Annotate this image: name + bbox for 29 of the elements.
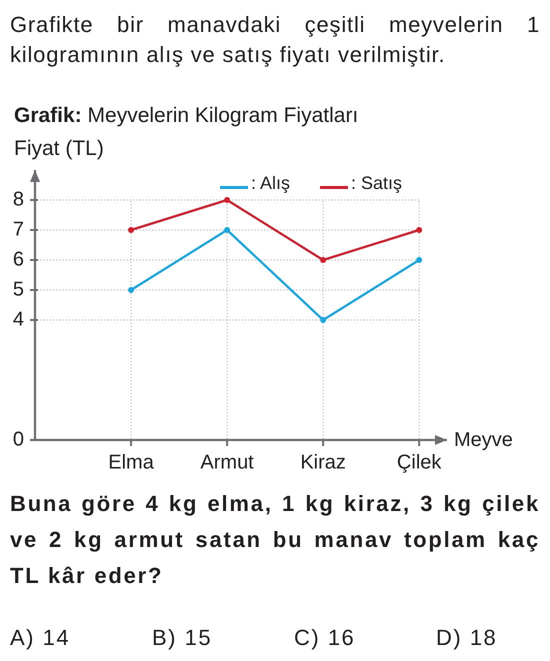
chart-title: Grafik: Meyvelerin Kilogram Fiyatları [14,104,358,127]
point [224,227,230,233]
y-tick-label: 5 [12,278,24,301]
y-axis-title: Fiyat (TL) [14,137,104,161]
y-tick-label: 6 [12,248,24,271]
point [320,257,326,263]
y-tick-label: 8 [12,188,24,211]
x-axis-title: Meyve [454,429,513,451]
point [416,257,422,263]
y-tick-label: 0 [12,428,24,451]
y-tick-label: 4 [12,308,24,331]
x-tick-label: Kiraz [300,452,346,474]
legend-label: : Alış [251,173,290,193]
text: Grafikte bir manavdaki çeşitli meyvelerin 1 kilogramının alış ve satış fiyatı verilmiştir. [10,11,540,69]
text: C) 16 [294,625,356,651]
point [320,317,326,323]
point [416,227,422,233]
text: A) 14 [10,625,70,651]
point [128,227,134,233]
point [128,287,134,293]
point [224,197,230,203]
x-tick-label: Çilek [396,452,442,474]
text: D) 18 [436,625,498,651]
text: B) 15 [152,625,212,651]
text: Buna göre 4 kg elma, 1 kg kiraz, 3 kg çilek ve 2 kg armut satan bu manav toplam kaç TL kâr eder? [10,490,540,590]
x-tick-label: Elma [108,452,155,474]
y-tick-label: 7 [12,218,24,241]
legend-label: : Satış [351,173,402,193]
x-tick-label: Armut [200,452,254,474]
